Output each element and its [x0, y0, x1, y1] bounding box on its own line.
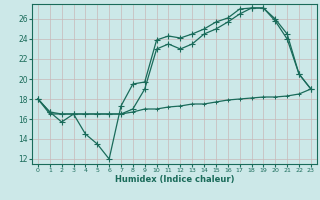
X-axis label: Humidex (Indice chaleur): Humidex (Indice chaleur) — [115, 175, 234, 184]
